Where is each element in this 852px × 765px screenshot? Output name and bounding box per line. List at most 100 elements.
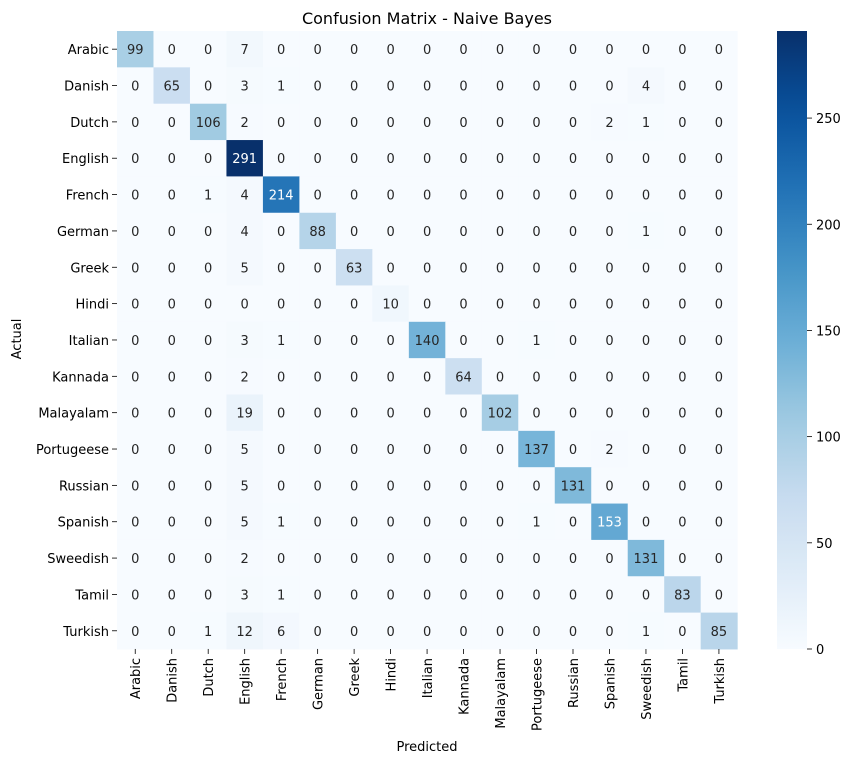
cell-value-label: 0 <box>277 225 285 240</box>
heatmap-cell <box>554 612 592 650</box>
cell-value-label: 0 <box>715 189 723 204</box>
heatmap-cell <box>117 576 154 614</box>
x-tick-label: Tamil <box>676 658 691 693</box>
heatmap-cell <box>700 285 738 323</box>
heatmap-cell <box>554 430 592 468</box>
cell-value-label: 0 <box>131 479 139 494</box>
cell-value-label: 0 <box>350 370 358 385</box>
cell-value-label: 0 <box>532 116 540 131</box>
heatmap-cell <box>627 140 665 177</box>
cell-value-label: 0 <box>605 152 613 167</box>
heatmap-cell <box>554 31 592 68</box>
heatmap-cell <box>117 539 154 577</box>
cell-value-label: 0 <box>569 261 577 276</box>
heatmap-cell <box>627 467 665 505</box>
cell-value-label: 214 <box>269 189 294 204</box>
heatmap-cell <box>372 176 410 214</box>
heatmap-cell <box>226 394 264 432</box>
heatmap-cell <box>591 249 629 286</box>
heatmap-cell <box>518 576 556 614</box>
heatmap-cell <box>189 103 227 141</box>
heatmap-cell <box>153 31 191 68</box>
heatmap-cell <box>299 249 337 286</box>
cell-value-label: 0 <box>569 407 577 422</box>
heatmap-cell <box>627 430 665 468</box>
heatmap-cell <box>117 31 154 68</box>
cell-value-label: 0 <box>642 43 650 58</box>
cell-value-label: 0 <box>605 80 613 95</box>
heatmap-cell <box>117 467 154 505</box>
heatmap-cell <box>481 358 519 395</box>
cell-value-label: 0 <box>131 189 139 204</box>
heatmap-cell <box>189 576 227 614</box>
cell-value-label: 0 <box>496 625 504 640</box>
cell-value-label: 0 <box>642 334 650 349</box>
heatmap-cell <box>372 612 410 650</box>
cell-value-label: 0 <box>204 516 212 531</box>
heatmap-cell <box>481 176 519 214</box>
cell-value-label: 0 <box>168 152 176 167</box>
heatmap-cell <box>372 321 410 359</box>
cell-value-label: 0 <box>496 334 504 349</box>
cell-value-label: 0 <box>569 588 577 603</box>
heatmap-cell <box>153 430 191 468</box>
heatmap-cell <box>153 576 191 614</box>
heatmap-cell <box>481 103 519 141</box>
heatmap-cell <box>335 467 373 505</box>
heatmap-cell <box>518 285 556 323</box>
heatmap-cell <box>445 503 483 541</box>
heatmap-cell <box>591 612 629 650</box>
cell-value-label: 0 <box>605 43 613 58</box>
heatmap-cell <box>372 394 410 432</box>
cell-value-label: 0 <box>350 334 358 349</box>
x-tick-label: English <box>239 658 254 705</box>
heatmap-cell <box>117 67 154 105</box>
cell-value-label: 0 <box>423 43 431 58</box>
cell-value-label: 2 <box>241 370 249 385</box>
cell-value-label: 0 <box>715 479 723 494</box>
heatmap-cell <box>627 103 665 141</box>
cell-value-label: 1 <box>532 334 540 349</box>
heatmap-cell <box>481 321 519 359</box>
heatmap-cell <box>335 358 373 395</box>
heatmap-cell <box>299 576 337 614</box>
y-tick-labels: Arabic Danish Dutch English French German Gree… <box>36 43 117 640</box>
cell-value-label: 0 <box>204 407 212 422</box>
cell-value-label: 0 <box>131 625 139 640</box>
cell-value-label: 0 <box>496 43 504 58</box>
heatmap-cell <box>591 103 629 141</box>
heatmap-cell <box>299 103 337 141</box>
cell-value-label: 0 <box>204 443 212 458</box>
cell-value-label: 0 <box>605 552 613 567</box>
heatmap-cell <box>627 67 665 105</box>
heatmap-cell <box>189 394 227 432</box>
cell-value-label: 0 <box>313 588 321 603</box>
heatmap-cell <box>372 285 410 323</box>
heatmap-cell <box>226 103 264 141</box>
heatmap-cell <box>335 321 373 359</box>
colorbar-tick-label: 100 <box>816 431 841 446</box>
heatmap-cell <box>554 321 592 359</box>
cell-value-label: 0 <box>678 116 686 131</box>
heatmap-cell <box>591 67 629 105</box>
heatmap-cell <box>262 612 300 650</box>
heatmap-cell <box>372 67 410 105</box>
cell-value-label: 1 <box>204 189 212 204</box>
heatmap-cell <box>700 103 738 141</box>
heatmap-cell <box>445 285 483 323</box>
heatmap-cell <box>518 249 556 286</box>
cell-value-label: 0 <box>459 516 467 531</box>
heatmap-cell <box>226 467 264 505</box>
cell-value-label: 88 <box>309 225 326 240</box>
heatmap-cell <box>335 31 373 68</box>
cell-value-label: 0 <box>204 370 212 385</box>
heatmap-cell <box>226 140 264 177</box>
heatmap-cell <box>153 612 191 650</box>
heatmap-cell <box>627 176 665 214</box>
cell-value-label: 0 <box>423 189 431 204</box>
colorbar-tick-label: 150 <box>816 324 841 339</box>
heatmap-cell <box>664 576 702 614</box>
heatmap-cell <box>299 358 337 395</box>
cell-value-label: 0 <box>168 443 176 458</box>
cell-value-label: 0 <box>131 225 139 240</box>
